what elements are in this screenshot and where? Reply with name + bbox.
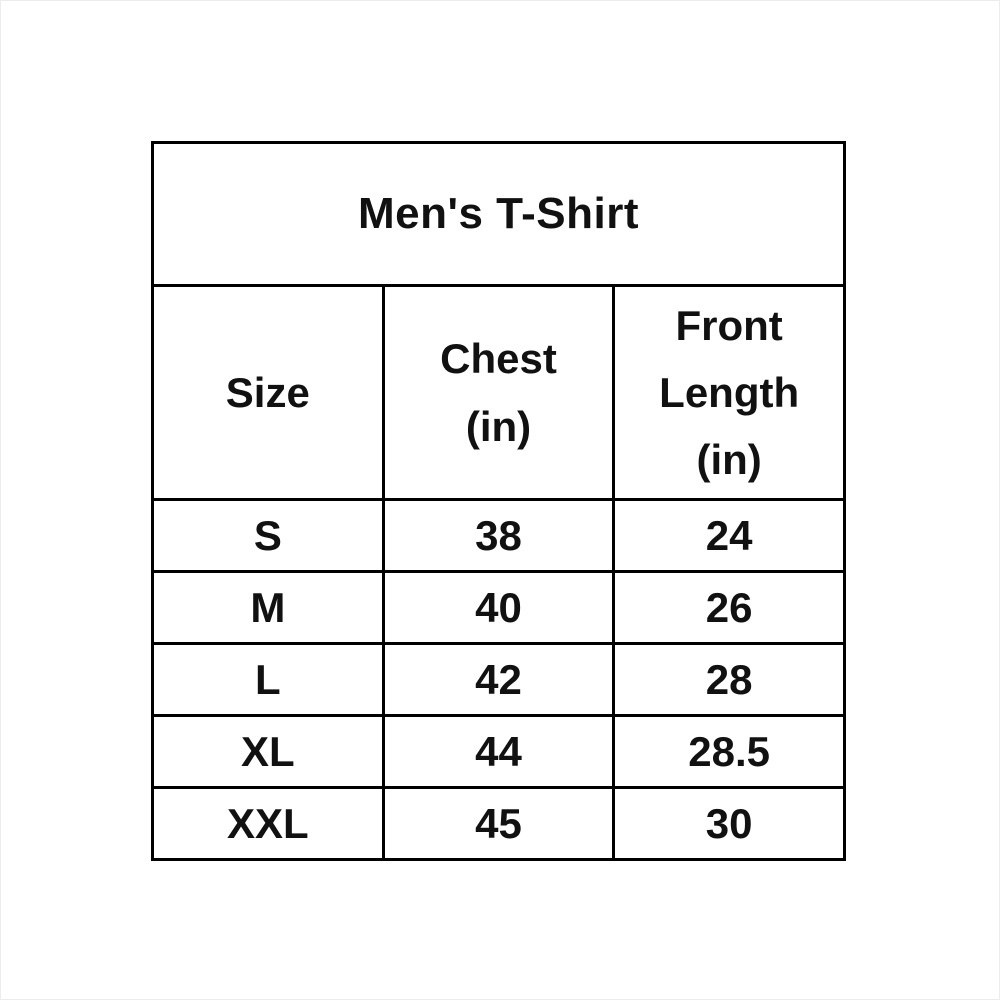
column-header-chest: Chest (in) [381,284,616,501]
table-row: S 38 24 [151,498,846,573]
table-title-row: Men's T-Shirt [151,141,846,287]
cell-chest: 45 [381,786,616,861]
table-title: Men's T-Shirt [151,141,846,287]
cell-chest: 44 [381,714,616,789]
cell-front-length: 28 [612,642,846,717]
table-row: XL 44 28.5 [151,714,846,789]
cell-front-length: 28.5 [612,714,846,789]
cell-front-length: 26 [612,570,846,645]
cell-size: L [151,642,385,717]
size-chart-table: Men's T-Shirt Size Chest (in) Front Leng… [151,141,846,861]
column-header-size: Size [151,284,385,501]
cell-size: S [151,498,385,573]
cell-size: XL [151,714,385,789]
cell-chest: 42 [381,642,616,717]
cell-chest: 38 [381,498,616,573]
cell-chest: 40 [381,570,616,645]
table-row: XXL 45 30 [151,786,846,861]
column-header-front-length: Front Length (in) [612,284,846,501]
table-row: M 40 26 [151,570,846,645]
cell-size: XXL [151,786,385,861]
cell-front-length: 30 [612,786,846,861]
table-header-row: Size Chest (in) Front Length (in) [151,284,846,501]
cell-size: M [151,570,385,645]
cell-front-length: 24 [612,498,846,573]
table-row: L 42 28 [151,642,846,717]
